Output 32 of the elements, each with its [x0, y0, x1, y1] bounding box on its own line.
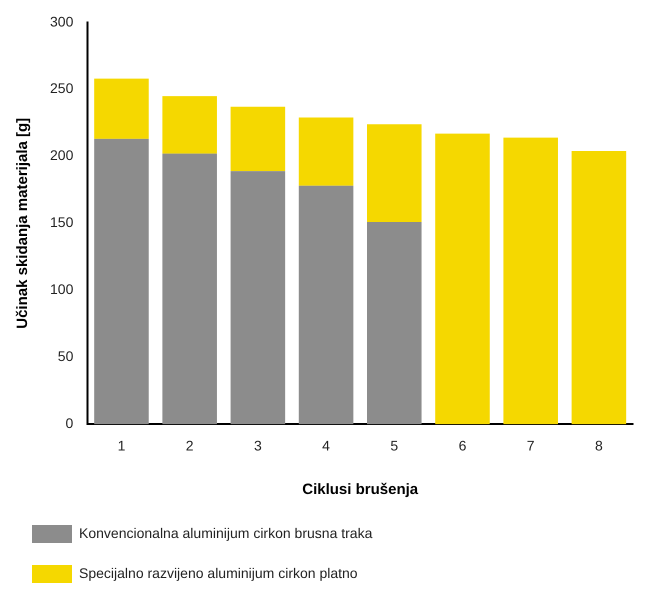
bar [230, 171, 286, 424]
x-tick-label: 4 [322, 437, 330, 454]
y-tick-label: 300 [50, 13, 74, 30]
legend-label: Konvencionalna aluminijum cirkon brusna traka [79, 524, 373, 541]
x-tick-label: 8 [595, 437, 603, 454]
y-tick-label: 200 [50, 147, 74, 164]
x-tick-label: 3 [254, 437, 262, 454]
y-tick-label: 0 [66, 415, 74, 432]
bar [94, 78, 149, 139]
y-tick-label: 250 [50, 80, 74, 96]
x-tick-label: 1 [118, 437, 126, 454]
bar [230, 106, 286, 172]
bar [298, 117, 354, 186]
bar [367, 222, 422, 424]
bar [503, 138, 558, 424]
y-tick-label: 50 [58, 348, 74, 364]
bar [162, 154, 217, 424]
bar [435, 134, 490, 424]
bar [94, 138, 149, 424]
x-tick-label: 7 [526, 437, 535, 454]
bar [162, 96, 217, 154]
bar [298, 186, 354, 424]
y-axis-title: Učinak skidanja materijala [g] [14, 118, 32, 329]
y-tick-label: 150 [50, 214, 74, 230]
y-tick-label: 100 [50, 281, 74, 298]
x-axis-title: Ciklusi brušenja [302, 481, 419, 498]
legend-label: Specijalno razvijeno aluminijum cirkon platno [79, 564, 358, 581]
bar [367, 124, 422, 222]
x-tick-label: 5 [390, 437, 398, 454]
x-tick-label: 6 [458, 437, 467, 454]
x-tick-label: 2 [186, 437, 194, 454]
bar [572, 150, 626, 424]
